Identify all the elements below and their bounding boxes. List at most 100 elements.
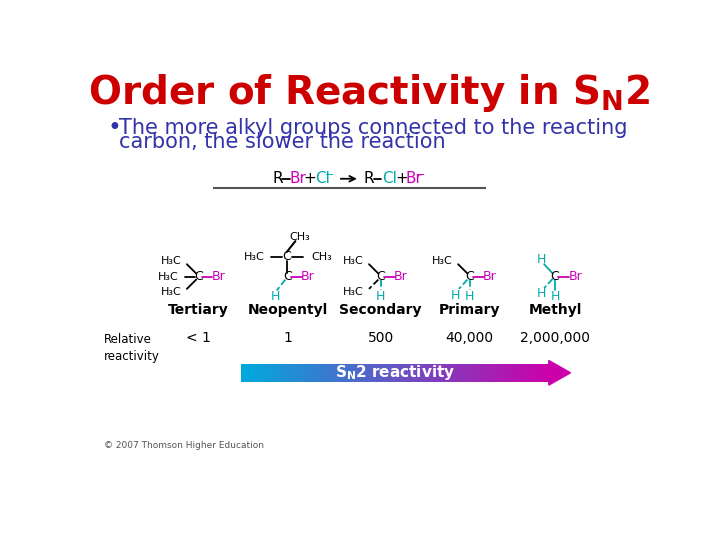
Text: Br: Br: [483, 270, 497, 283]
Bar: [481, 363, 482, 382]
Bar: [314, 363, 315, 382]
Bar: [267, 363, 268, 382]
Bar: [445, 363, 446, 382]
Bar: [466, 363, 467, 382]
Text: •: •: [107, 116, 121, 140]
Text: −: −: [325, 170, 334, 180]
Bar: [321, 363, 323, 382]
Text: H: H: [451, 288, 461, 301]
Bar: [454, 363, 456, 382]
Bar: [367, 363, 369, 382]
Bar: [541, 363, 543, 382]
Bar: [471, 363, 472, 382]
Text: CH₃: CH₃: [289, 232, 310, 241]
Bar: [285, 363, 287, 382]
Bar: [505, 363, 507, 382]
Bar: [479, 363, 480, 382]
Bar: [287, 363, 288, 382]
Bar: [256, 363, 258, 382]
Text: H: H: [271, 290, 280, 303]
Bar: [548, 363, 549, 382]
Bar: [464, 363, 466, 382]
Bar: [469, 363, 470, 382]
Bar: [427, 363, 428, 382]
Text: carbon, the slower the reaction: carbon, the slower the reaction: [120, 132, 446, 152]
Text: Br: Br: [212, 270, 225, 283]
Bar: [449, 363, 450, 382]
Bar: [473, 363, 474, 382]
Bar: [431, 363, 432, 382]
Bar: [302, 363, 304, 382]
Bar: [403, 363, 405, 382]
Bar: [241, 363, 243, 382]
Bar: [420, 363, 421, 382]
Text: Primary: Primary: [439, 302, 500, 316]
Bar: [495, 363, 496, 382]
Bar: [508, 363, 509, 382]
Bar: [463, 363, 464, 382]
Bar: [415, 363, 417, 382]
Bar: [316, 363, 318, 382]
Bar: [517, 363, 518, 382]
Bar: [395, 363, 397, 382]
Bar: [319, 363, 320, 382]
Text: C: C: [283, 270, 292, 283]
Bar: [348, 363, 350, 382]
Bar: [243, 363, 245, 382]
Bar: [468, 363, 469, 382]
Bar: [392, 363, 393, 382]
Bar: [379, 363, 381, 382]
Bar: [472, 363, 473, 382]
Bar: [377, 363, 378, 382]
Text: C: C: [551, 270, 559, 283]
Bar: [513, 363, 514, 382]
Bar: [292, 363, 294, 382]
Text: H₃C: H₃C: [343, 287, 364, 297]
Bar: [343, 363, 345, 382]
Bar: [483, 363, 485, 382]
Text: Secondary: Secondary: [339, 302, 422, 316]
Bar: [545, 363, 546, 382]
Text: H₃C: H₃C: [432, 256, 453, 266]
Bar: [328, 363, 330, 382]
Bar: [487, 363, 489, 382]
Bar: [377, 363, 379, 382]
Bar: [454, 363, 455, 382]
Bar: [251, 363, 253, 382]
Bar: [461, 363, 462, 382]
Bar: [515, 363, 516, 382]
Text: Neopentyl: Neopentyl: [248, 302, 328, 316]
Bar: [519, 363, 521, 382]
Bar: [382, 363, 384, 382]
Bar: [269, 363, 270, 382]
Text: H: H: [536, 253, 546, 266]
Text: H: H: [536, 287, 546, 300]
Bar: [302, 363, 303, 382]
Text: H₃C: H₃C: [343, 256, 364, 266]
Bar: [418, 363, 419, 382]
Bar: [288, 363, 289, 382]
Text: Order of Reactivity in $\mathbf{S_N}$$\mathbf{2}$: Order of Reactivity in $\mathbf{S_N}$$\m…: [88, 71, 650, 113]
Bar: [401, 363, 402, 382]
Bar: [379, 363, 380, 382]
Bar: [413, 363, 414, 382]
Bar: [330, 363, 332, 382]
Bar: [498, 363, 499, 382]
Bar: [309, 363, 310, 382]
Text: R: R: [364, 171, 374, 186]
Bar: [420, 363, 422, 382]
Bar: [352, 363, 354, 382]
Bar: [364, 363, 366, 382]
Bar: [486, 363, 487, 382]
Bar: [495, 363, 497, 382]
Bar: [297, 363, 298, 382]
Bar: [390, 363, 391, 382]
Bar: [546, 363, 548, 382]
Bar: [386, 363, 387, 382]
Text: 2,000,000: 2,000,000: [520, 331, 590, 345]
Bar: [278, 363, 279, 382]
Bar: [500, 363, 501, 382]
Bar: [544, 363, 545, 382]
Bar: [336, 363, 337, 382]
Text: H: H: [376, 290, 385, 303]
